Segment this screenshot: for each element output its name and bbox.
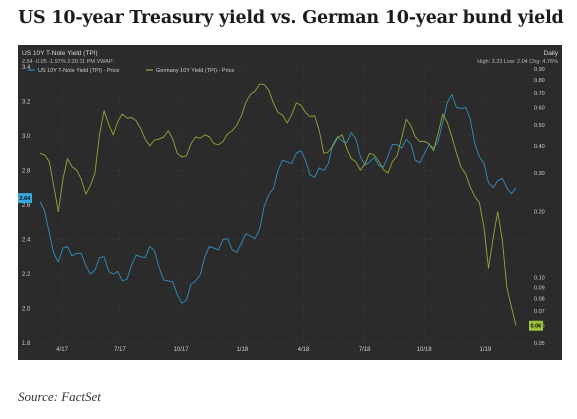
chart-panel: US 10Y T-Note Yield (TPI) 2.64 -0.05 -1.…: [18, 45, 562, 360]
us-last-value-tag: [18, 193, 32, 204]
right-tick-label: 0.08: [534, 296, 545, 302]
left-tick-label: 3.2: [22, 100, 31, 106]
x-tick-label: 4/18: [298, 347, 310, 353]
right-tick-label: 0.40: [534, 144, 545, 150]
right-tick-label: 0.80: [534, 78, 545, 84]
chart-header-right: Daily: [544, 50, 559, 57]
last-value-tags: 2.64 0.06: [18, 193, 543, 331]
right-tick-label: 0.90: [534, 67, 545, 73]
german-last-value-tag: [529, 320, 543, 331]
right-tick-label: 0.30: [534, 171, 545, 177]
right-tick-label: 0.50: [534, 123, 545, 129]
left-tick-label: 2.6: [22, 203, 31, 209]
page-title: US 10-year Treasury yield vs. German 10-…: [18, 8, 564, 28]
chart-header-left: US 10Y T-Note Yield (TPI): [22, 50, 98, 57]
series-lines: [39, 83, 517, 326]
chart-header-right-sub: High: 3.23 Low: 2.04 Chg: 4.76%: [477, 59, 558, 65]
us-last-value-label: 2.64: [20, 196, 32, 202]
x-tick-label: 1/19: [480, 347, 492, 353]
legend-label: Germany 10Y Yield (TPI) - Price: [156, 68, 234, 74]
legend-label: US 10Y T-Note Yield (TPI) - Price: [38, 68, 119, 74]
right-tick-label: 0.05: [534, 341, 545, 347]
right-tick-label: 0.70: [534, 91, 545, 97]
german-last-value-label: 0.06: [531, 324, 542, 330]
source-note: Source: FactSet: [18, 389, 101, 404]
x-tick-label: 1/18: [236, 347, 248, 353]
us-yield-line: [39, 94, 517, 304]
right-tick-label: 0.09: [534, 285, 545, 291]
x-tick-label: 10/18: [417, 347, 433, 353]
left-tick-label: 2.4: [22, 238, 31, 244]
chart-header-left-sub: 2.64 -0.05 -1.97% 2:20:11 PM VWAP:: [22, 59, 114, 65]
left-tick-label: 3.4: [22, 65, 31, 71]
legend: US 10Y T-Note Yield (TPI) - Price Germany…: [28, 68, 234, 74]
right-tick-label: 0.60: [534, 106, 545, 112]
left-tick-label: 2.8: [22, 169, 31, 175]
left-axis-ticks: 1.8 2.0 2.2 2.4 2.6 2.8 3.0 3.2 3.4: [22, 65, 31, 347]
left-tick-label: 3.0: [22, 134, 31, 140]
left-tick-label: 2.0: [22, 307, 31, 313]
german-yield-line: [39, 83, 517, 326]
right-tick-label: 0.20: [534, 210, 545, 216]
x-tick-label: 7/17: [114, 347, 126, 353]
x-tick-label: 7/18: [359, 347, 371, 353]
left-tick-label: 1.8: [22, 341, 31, 347]
left-tick-label: 2.2: [22, 272, 31, 278]
x-tick-label: 10/17: [174, 347, 190, 353]
yield-chart: US 10Y T-Note Yield (TPI) 2.64 -0.05 -1.…: [18, 45, 562, 360]
x-tick-label: 4/17: [56, 347, 68, 353]
grid-lines: [38, 66, 528, 344]
right-tick-label: 0.10: [534, 275, 545, 281]
chart-background: [18, 45, 562, 360]
right-tick-label: 0.07: [534, 309, 545, 315]
x-axis-ticks: 4/17 7/17 10/17 1/18 4/18 7/18 10/18 1/19: [56, 347, 492, 353]
